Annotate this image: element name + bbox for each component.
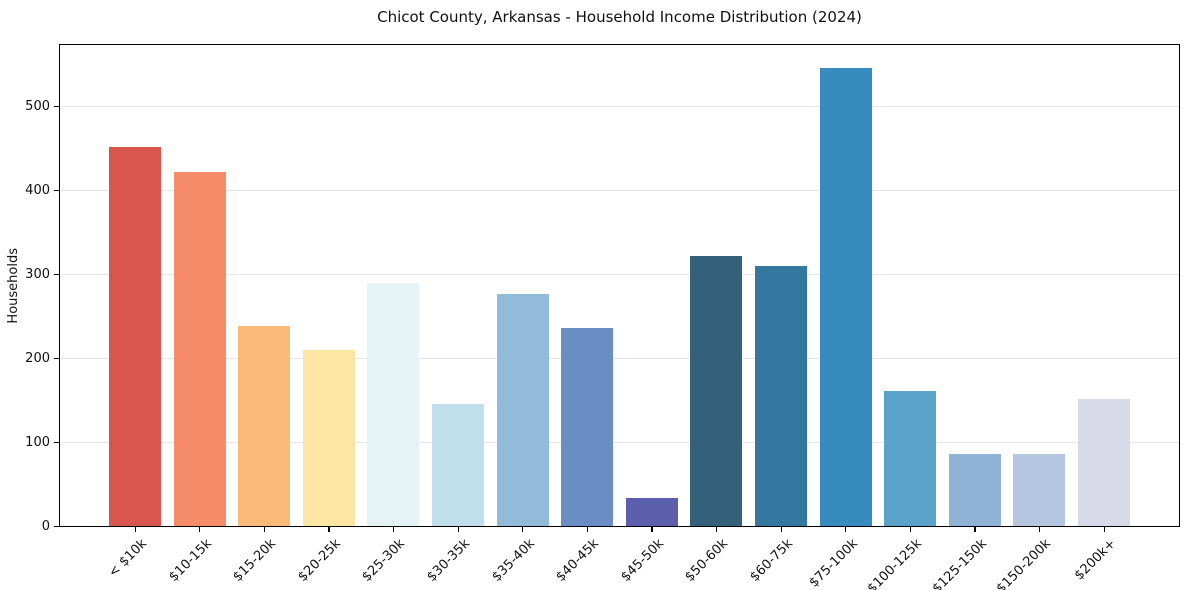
- x-tick-label: $20-25k: [295, 536, 344, 585]
- plot-area: 0 100 200 300 400 500 < $10k $10-15k $15-20k $20-…: [25, 44, 1180, 590]
- gridline: [60, 357, 1179, 359]
- x-tick-label: $10-15k: [166, 536, 215, 585]
- x-tick-label: $100-125k: [864, 536, 926, 590]
- x-tick-label: $75-100k: [806, 536, 861, 590]
- y-axis-tick: [54, 525, 60, 527]
- bar: [238, 326, 291, 526]
- x-axis-tick: [974, 526, 976, 532]
- x-axis-tick: [715, 526, 718, 532]
- bar: [302, 349, 355, 526]
- chart-title: Chicot County, Arkansas - Household Inco…: [377, 8, 862, 26]
- bar: [884, 390, 937, 526]
- gridline: [60, 273, 1179, 275]
- x-tick-label: $200k+: [1071, 536, 1119, 584]
- gridline: [60, 189, 1179, 191]
- y-axis-tick: [54, 441, 60, 443]
- x-axis-tick: [328, 526, 330, 532]
- y-axis-tick: [54, 105, 60, 108]
- bar: [755, 265, 807, 526]
- x-tick-label: $40-45k: [553, 536, 603, 585]
- x-axis-tick: [845, 526, 847, 532]
- bar: [496, 294, 549, 526]
- y-axis-title-wrap: Households: [4, 44, 22, 527]
- y-tick-label: 0: [41, 518, 50, 534]
- x-tick-label: $150-200k: [994, 536, 1055, 590]
- y-tick-label: 100: [25, 434, 50, 450]
- y-axis-tick: [54, 357, 60, 359]
- y-tick-label: 400: [25, 182, 50, 198]
- gridline: [60, 105, 1179, 107]
- x-axis-tick: [457, 526, 459, 532]
- x-tick-label: $30-35k: [424, 536, 473, 585]
- y-axis-tick: [54, 273, 60, 275]
- y-tick-label: 500: [25, 98, 50, 114]
- x-axis-tick: [522, 526, 524, 532]
- y-tick-label: 300: [25, 266, 50, 282]
- x-axis-tick: [586, 526, 588, 532]
- gridline: [60, 441, 1179, 443]
- bar: [625, 498, 678, 526]
- x-axis-tick: [780, 526, 782, 532]
- x-axis-tick: [651, 526, 653, 532]
- bar: [819, 67, 872, 526]
- x-tick-label: $25-30k: [359, 536, 409, 585]
- x-axis-tick: [199, 526, 201, 532]
- bar: [109, 147, 161, 526]
- y-axis-tick: [54, 189, 60, 192]
- bar: [1078, 399, 1130, 526]
- x-axis-tick: [1103, 526, 1105, 532]
- x-tick-label: $125-150k: [929, 536, 990, 590]
- x-tick-label: $15-20k: [230, 536, 280, 585]
- bar: [690, 255, 743, 526]
- y-axis-title: Households: [5, 247, 21, 324]
- x-tick-label: $60-75k: [747, 536, 796, 585]
- y-tick-label: 200: [25, 350, 50, 366]
- bar: [1013, 453, 1066, 526]
- x-tick-label: < $10k: [105, 536, 150, 581]
- x-axis-tick: [1038, 526, 1041, 532]
- bar: [561, 327, 614, 526]
- x-tick-label: $35-40k: [489, 536, 538, 585]
- x-axis-tick: [263, 526, 265, 532]
- bar: [948, 453, 1001, 526]
- x-tick-label: $50-60k: [682, 536, 732, 585]
- bar: [173, 171, 226, 526]
- x-tick-label: $45-50k: [618, 536, 667, 585]
- x-axis-tick: [134, 526, 136, 532]
- x-axis-tick: [392, 526, 395, 532]
- x-axis-tick: [909, 526, 911, 532]
- bar: [432, 404, 484, 526]
- bar: [367, 283, 420, 526]
